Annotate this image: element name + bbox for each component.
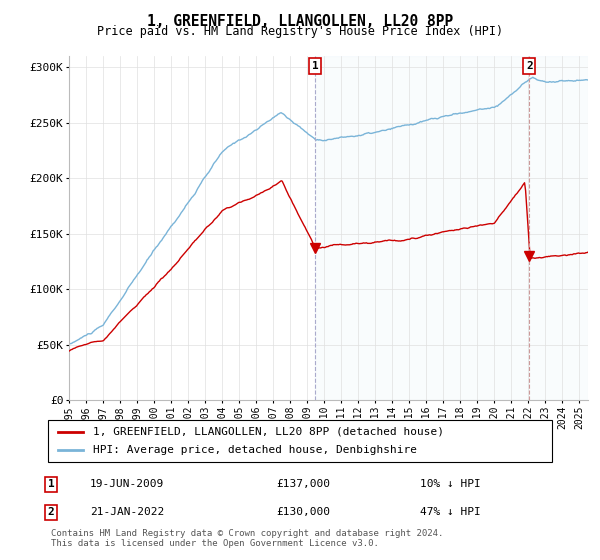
Text: HPI: Average price, detached house, Denbighshire: HPI: Average price, detached house, Denb… xyxy=(94,445,418,455)
Text: 2: 2 xyxy=(47,507,55,517)
Text: 1, GREENFIELD, LLANGOLLEN, LL20 8PP: 1, GREENFIELD, LLANGOLLEN, LL20 8PP xyxy=(147,14,453,29)
Text: £137,000: £137,000 xyxy=(276,479,330,489)
Text: This data is licensed under the Open Government Licence v3.0.: This data is licensed under the Open Gov… xyxy=(51,539,379,548)
Text: 1, GREENFIELD, LLANGOLLEN, LL20 8PP (detached house): 1, GREENFIELD, LLANGOLLEN, LL20 8PP (det… xyxy=(94,427,445,437)
Text: 10% ↓ HPI: 10% ↓ HPI xyxy=(420,479,481,489)
Text: 21-JAN-2022: 21-JAN-2022 xyxy=(90,507,164,517)
Text: 19-JUN-2009: 19-JUN-2009 xyxy=(90,479,164,489)
Text: 1: 1 xyxy=(312,61,319,71)
Text: £130,000: £130,000 xyxy=(276,507,330,517)
FancyBboxPatch shape xyxy=(48,420,552,462)
Text: Contains HM Land Registry data © Crown copyright and database right 2024.: Contains HM Land Registry data © Crown c… xyxy=(51,529,443,538)
Text: 47% ↓ HPI: 47% ↓ HPI xyxy=(420,507,481,517)
Text: 1: 1 xyxy=(47,479,55,489)
Text: 2: 2 xyxy=(526,61,533,71)
Bar xyxy=(315,56,588,400)
Text: Price paid vs. HM Land Registry's House Price Index (HPI): Price paid vs. HM Land Registry's House … xyxy=(97,25,503,38)
